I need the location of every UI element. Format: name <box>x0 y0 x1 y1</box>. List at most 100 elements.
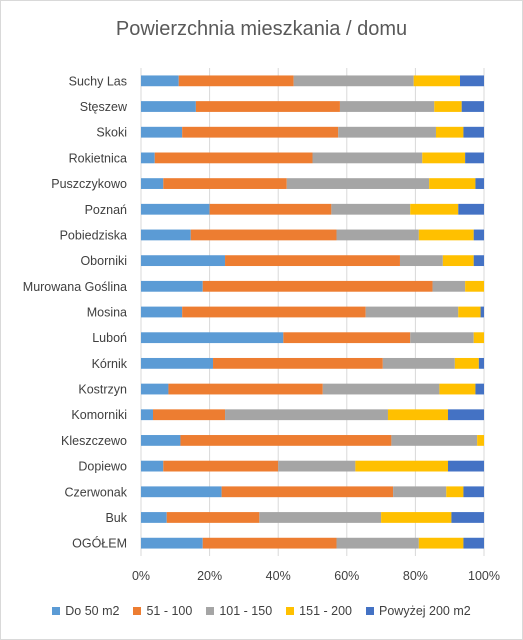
bar-segment <box>221 486 394 498</box>
bar-segment <box>331 203 411 215</box>
bar-segment <box>163 460 279 472</box>
bar-segment <box>178 75 294 87</box>
bar-segment <box>473 332 484 344</box>
category-label: Rokietnica <box>69 151 127 165</box>
legend-swatch <box>286 607 295 615</box>
chart-title: Powierzchnia mieszkania / domu <box>115 18 408 40</box>
bar-segment <box>463 537 484 549</box>
bar-segment <box>465 152 484 164</box>
bar-segment <box>141 435 181 446</box>
bar-segment <box>393 486 447 498</box>
bar-segment <box>141 75 179 87</box>
bar-segment <box>213 357 383 369</box>
bar-segment <box>259 512 382 523</box>
bar-segment <box>418 229 474 241</box>
chart-plot: 0% 20% 40% 60% 80% 100% Suchy Las Stęszew Skoki R… <box>23 68 500 583</box>
bar-segment <box>478 357 484 369</box>
bar-segment <box>391 435 478 446</box>
bar-segment <box>434 101 462 112</box>
bar-segment <box>278 460 356 472</box>
legend-item: Powyżej 200 m2 <box>366 604 471 618</box>
bar-segment <box>322 383 440 395</box>
bar-segment <box>418 537 464 549</box>
bar-segment <box>141 409 154 421</box>
bar-segment <box>458 203 484 215</box>
bar-segment <box>225 255 400 267</box>
bar-segment <box>141 229 191 241</box>
legend-swatch <box>206 607 215 615</box>
bar-segment <box>475 178 484 189</box>
bar-segment <box>451 512 484 523</box>
bar-segment <box>446 486 464 498</box>
bar-segment <box>163 178 287 189</box>
bar-segment <box>410 332 474 344</box>
category-label: OGÓŁEM <box>72 536 127 551</box>
bar-segment <box>312 152 423 164</box>
category-label: Stęszew <box>80 100 128 114</box>
bar-segment <box>365 306 459 318</box>
bar-segment <box>293 75 414 87</box>
bar-segment <box>454 357 479 369</box>
bar-segment <box>465 280 484 292</box>
bar-segment <box>141 460 164 472</box>
bar-segment <box>382 357 455 369</box>
bar-segment <box>338 126 436 138</box>
legend-swatch <box>366 607 374 615</box>
bar-segment <box>381 512 452 523</box>
bar-segment <box>141 306 183 318</box>
bar-segment <box>141 101 196 112</box>
legend-swatch <box>52 607 61 615</box>
bar-segment <box>461 101 484 112</box>
bar-segment <box>477 435 484 446</box>
bar-segment <box>336 229 419 241</box>
legend-label: 101 - 150 <box>219 604 273 618</box>
category-label: Kórnik <box>92 357 128 371</box>
bar-segment <box>336 537 419 549</box>
bar-segment <box>141 178 164 189</box>
legend-item: 151 - 200 <box>286 604 352 618</box>
bar-segment <box>141 357 214 369</box>
category-label: Luboń <box>92 331 127 345</box>
bar-segment <box>283 332 411 344</box>
bar-segment <box>447 409 484 421</box>
category-label: Murowana Goślina <box>23 280 127 294</box>
bar-segment <box>399 255 443 267</box>
bar-segment <box>422 152 466 164</box>
bar-segment <box>463 486 484 498</box>
legend-label: 51 - 100 <box>146 604 193 618</box>
bar-segment <box>410 203 459 215</box>
category-label: Skoki <box>96 126 127 140</box>
bar-segment <box>182 126 339 138</box>
bar-segment <box>141 126 183 138</box>
bar-segment <box>473 229 484 241</box>
bar-segment <box>168 383 323 395</box>
legend-swatch <box>133 607 142 615</box>
category-label: Kostrzyn <box>78 383 127 397</box>
bar-segment <box>195 101 340 112</box>
category-label: Poznań <box>85 203 127 217</box>
bar-segment <box>475 383 484 395</box>
x-tick-label: 80% <box>403 569 428 583</box>
bar-segment <box>413 75 460 87</box>
bar-segment <box>480 306 484 318</box>
bar-segment <box>141 537 203 549</box>
category-label: Buk <box>105 511 127 525</box>
bar-segment <box>473 255 484 267</box>
bar-segment <box>286 178 430 189</box>
bar-segment <box>459 75 484 87</box>
legend-label: Powyżej 200 m2 <box>379 604 471 618</box>
bar-segment <box>141 512 167 523</box>
bar-segment <box>141 383 169 395</box>
bar-segment <box>141 486 222 498</box>
bar-segment <box>153 409 226 421</box>
legend: Do 50 m2 51 - 100 101 - 150 151 - 200 Powyże… <box>0 604 523 618</box>
legend-item: Do 50 m2 <box>52 604 119 618</box>
bar-segment <box>166 512 260 523</box>
x-tick-label: 40% <box>266 569 291 583</box>
category-label: Mosina <box>87 306 127 320</box>
bar-segment <box>387 409 448 421</box>
x-tick-label: 0% <box>132 569 150 583</box>
bar-segment <box>182 306 366 318</box>
bar-segment <box>447 460 484 472</box>
bar-segment <box>202 537 337 549</box>
